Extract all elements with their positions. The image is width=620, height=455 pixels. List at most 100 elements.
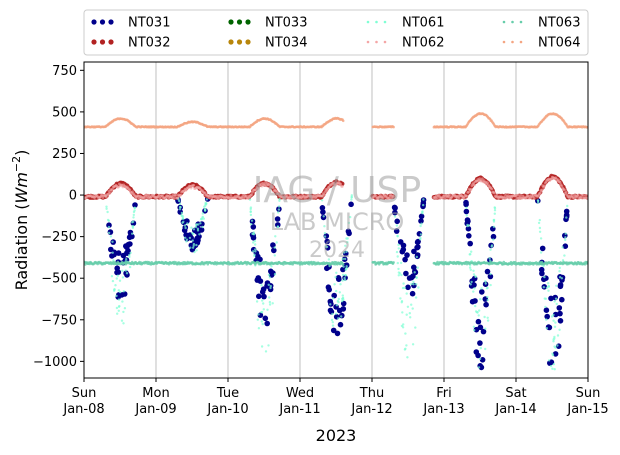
data-point: [185, 238, 189, 241]
data-point: [132, 213, 135, 217]
data-point: [350, 194, 353, 197]
data-point: [254, 248, 257, 251]
y-tick-label: 250: [52, 147, 77, 162]
data-point: [556, 305, 563, 311]
data-point: [397, 271, 401, 274]
data-point: [131, 225, 134, 228]
data-point: [324, 238, 331, 245]
x-tick-date: Jan-14: [494, 402, 536, 417]
data-point: [277, 211, 280, 214]
watermark-line: IAG / USP: [253, 170, 421, 211]
data-point: [252, 241, 255, 244]
data-point: [566, 204, 569, 208]
data-point: [415, 244, 421, 250]
data-point: [113, 288, 116, 291]
legend-marker: [236, 39, 243, 45]
data-point: [182, 220, 185, 223]
data-point: [319, 205, 326, 211]
data-point: [256, 318, 259, 321]
data-point: [392, 209, 398, 216]
legend-label: NT064: [538, 36, 580, 51]
data-point: [489, 272, 492, 276]
x-tick-day: Sun: [72, 386, 97, 401]
data-point: [189, 246, 192, 249]
data-point: [178, 202, 182, 206]
data-point: [538, 230, 542, 233]
data-point: [349, 215, 352, 219]
data-point: [108, 191, 112, 195]
data-point: [322, 193, 326, 197]
legend-label: NT031: [128, 16, 170, 31]
data-point: [392, 125, 395, 129]
data-point: [174, 193, 178, 197]
data-point: [245, 263, 248, 266]
data-point: [105, 195, 108, 199]
data-point: [334, 330, 341, 337]
data-point: [250, 223, 253, 226]
data-point: [469, 253, 472, 256]
data-point: [417, 286, 420, 289]
data-point: [469, 187, 473, 191]
data-point: [393, 215, 397, 218]
data-point: [204, 203, 207, 206]
data-point: [552, 340, 555, 343]
data-point: [415, 276, 418, 279]
data-point: [260, 284, 263, 287]
data-point: [335, 271, 338, 274]
data-point: [345, 267, 348, 270]
data-point: [552, 338, 555, 341]
data-point: [539, 237, 543, 240]
data-point: [260, 345, 264, 348]
data-point: [418, 218, 424, 224]
data-point: [183, 224, 187, 227]
data-point: [493, 191, 496, 195]
data-point: [562, 243, 569, 249]
data-point: [547, 282, 550, 285]
data-point: [564, 190, 568, 194]
data-point: [411, 248, 417, 255]
data-point: [420, 222, 423, 225]
data-point: [410, 303, 413, 306]
data-point: [400, 273, 403, 277]
data-point: [253, 253, 256, 256]
x-tick-date: Jan-12: [350, 402, 392, 417]
data-point: [336, 307, 343, 314]
x-tick-day: Sat: [505, 386, 526, 401]
data-point: [124, 269, 128, 272]
data-point: [472, 269, 475, 272]
data-point: [396, 255, 399, 258]
legend-marker: [502, 20, 506, 24]
data-point: [401, 311, 404, 314]
data-point: [195, 249, 198, 252]
data-point: [105, 205, 108, 208]
data-point: [276, 225, 279, 229]
data-point: [558, 180, 562, 184]
data-point: [201, 212, 204, 215]
data-point: [105, 207, 108, 210]
legend-item: NT032: [91, 36, 170, 51]
data-point: [480, 328, 487, 335]
data-point: [333, 283, 336, 286]
data-point: [399, 248, 406, 255]
data-point: [229, 194, 233, 197]
data-point: [269, 286, 272, 290]
data-point: [436, 196, 439, 200]
data-point: [539, 270, 545, 277]
data-point: [474, 275, 477, 278]
data-point: [418, 213, 425, 220]
data-point: [411, 343, 415, 346]
data-point: [261, 322, 264, 326]
data-point: [111, 187, 114, 191]
data-point: [475, 318, 482, 325]
data-point: [548, 295, 554, 302]
data-point: [117, 289, 121, 292]
data-point: [403, 270, 409, 277]
data-point: [329, 303, 332, 306]
legend: NT031 NT032 NT033 NT034 NT061 NT062 NT063 NT064: [83, 9, 589, 56]
data-point: [335, 289, 338, 293]
data-point: [175, 196, 179, 200]
data-point: [250, 193, 254, 197]
legend-item: NT064: [502, 36, 580, 51]
data-point: [412, 283, 415, 286]
data-point: [539, 245, 546, 252]
